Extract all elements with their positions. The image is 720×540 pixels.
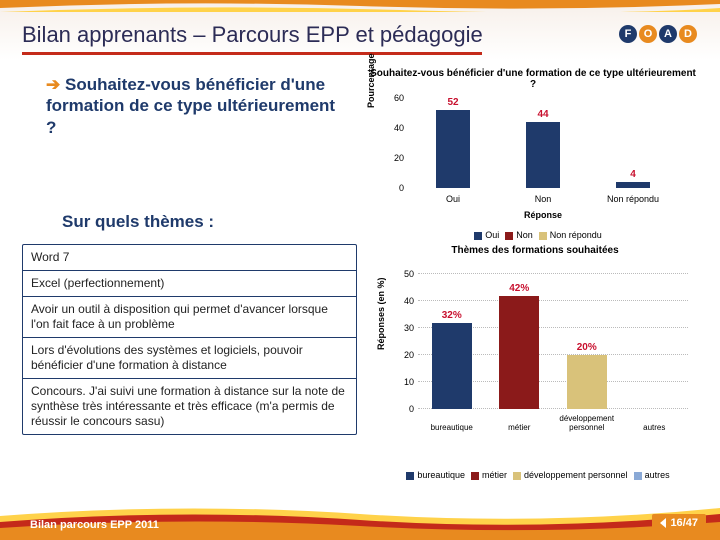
question-lead: Souhaitez-vous <box>65 75 191 94</box>
chart2-title: Thèmes des formations souhaitées <box>370 245 700 256</box>
chart1-category: Oui <box>413 194 493 204</box>
chart1-category: Non <box>503 194 583 204</box>
legend-swatch <box>471 472 479 480</box>
chart2-category: métier <box>489 424 549 433</box>
chart1-value: 52 <box>436 97 470 108</box>
footer-text: Bilan parcours EPP 2011 <box>30 519 159 531</box>
page-number: 16/47 <box>670 517 698 529</box>
legend-label: Non répondu <box>550 230 602 240</box>
themes-table: Word 7 Excel (perfectionnement) Avoir un… <box>22 244 357 435</box>
chart2-category: bureautique <box>422 424 482 433</box>
legend-swatch <box>406 472 414 480</box>
chart2-legend-bottom: bureautique métier développement personnel… <box>370 470 700 480</box>
legend-swatch <box>634 472 642 480</box>
page-indicator: 16/47 <box>652 514 706 532</box>
foad-o: O <box>639 25 657 43</box>
chart2-bar <box>432 323 472 409</box>
chart1-value: 4 <box>616 169 650 180</box>
legend-swatch <box>505 232 513 240</box>
title-underline <box>22 52 482 55</box>
legend-label: développement personnel <box>524 470 628 480</box>
legend-label: Non <box>516 230 533 240</box>
top-decorative-wave <box>0 0 720 12</box>
legend-label: bureautique <box>417 470 465 480</box>
page-title: Bilan apprenants – Parcours EPP et pédag… <box>22 22 483 48</box>
legend-label: autres <box>645 470 670 480</box>
chart1-bar <box>436 110 470 188</box>
chart2-bar <box>499 296 539 409</box>
legend-label: Oui <box>485 230 499 240</box>
chart2-category: développement personnel <box>557 415 617 433</box>
chart-themes: Oui Non Non répondu Thèmes des formations … <box>370 230 700 480</box>
legend-swatch <box>474 232 482 240</box>
legend-label: métier <box>482 470 507 480</box>
foad-f: F <box>619 25 637 43</box>
chart-future-training: Souhaitez-vous bénéficier d'une formatio… <box>368 68 698 208</box>
chart2-value: 20% <box>567 342 607 353</box>
foad-logo: FOAD <box>618 24 698 43</box>
chart2-category: autres <box>624 424 684 433</box>
chart1-xlabel: Réponse <box>408 210 678 220</box>
theme-row: Word 7 <box>23 245 356 271</box>
chart1-title: Souhaitez-vous bénéficier d'une formatio… <box>368 68 698 90</box>
question-block: ➔ Souhaitez-vous bénéficier d'une format… <box>46 74 346 138</box>
legend-swatch <box>513 472 521 480</box>
legend-swatch <box>539 232 547 240</box>
chart2-value: 42% <box>499 283 539 294</box>
theme-row: Concours. J'ai suivi une formation à dis… <box>23 379 356 434</box>
chart1-plot: Réponse 020406052Oui44Non4Non répondu <box>408 98 678 188</box>
foad-a: A <box>659 25 677 43</box>
page-prev-icon <box>660 518 666 528</box>
chart2-ylabel: Réponses (en %) <box>376 277 386 350</box>
sub-title: Sur quels thèmes : <box>62 212 214 232</box>
chart1-ylabel: Pourcentage <box>366 53 376 108</box>
chart2-bar <box>567 355 607 409</box>
chart1-value: 44 <box>526 109 560 120</box>
theme-row: Lors d'évolutions des systèmes et logici… <box>23 338 356 379</box>
theme-row: Avoir un outil à disposition qui permet … <box>23 297 356 338</box>
theme-row: Excel (perfectionnement) <box>23 271 356 297</box>
chart1-bar <box>526 122 560 188</box>
chart2-value: 32% <box>432 310 472 321</box>
chart2-legend-top: Oui Non Non répondu <box>370 230 700 240</box>
foad-d: D <box>679 25 697 43</box>
arrow-icon: ➔ <box>46 75 60 94</box>
slide: Bilan apprenants – Parcours EPP et pédag… <box>0 0 720 540</box>
chart1-bar <box>616 182 650 188</box>
chart1-category: Non répondu <box>593 194 673 204</box>
chart2-plot: 0102030405032%bureautique42%métier20%dév… <box>418 274 688 409</box>
